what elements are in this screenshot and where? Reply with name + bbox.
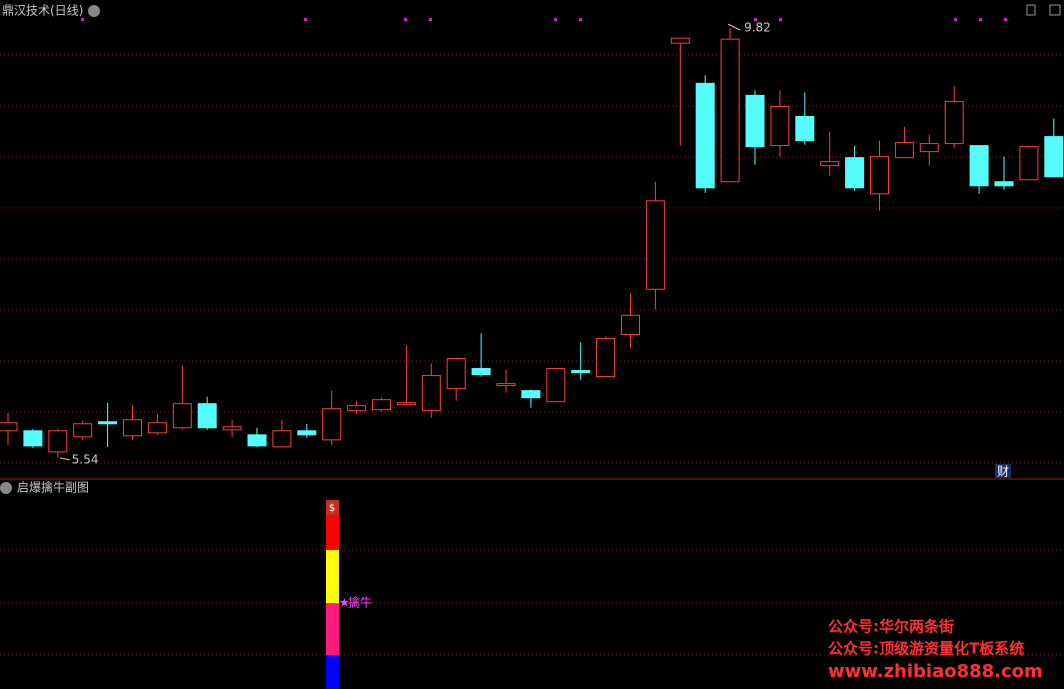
- candle-body: [695, 82, 715, 189]
- watermark: 公众号:华尔两条街: [828, 618, 954, 636]
- watermark: www.zhibiao888.com: [828, 661, 1043, 682]
- svg-text:$: $: [329, 503, 335, 514]
- candle-body: [645, 200, 665, 290]
- candle-body: [396, 402, 416, 406]
- candle-body: [521, 390, 541, 399]
- candle-body: [471, 368, 491, 376]
- max-label: 9.82: [744, 21, 771, 35]
- signal-dots: [81, 18, 1007, 21]
- candle-body: [322, 408, 342, 441]
- annotation-arrow: [59, 457, 70, 461]
- candle-body: [745, 94, 765, 148]
- candle-body: [496, 383, 516, 387]
- candle-body: [48, 430, 68, 453]
- candle-body: [222, 426, 242, 431]
- candle-body: [372, 399, 391, 411]
- watermark: 公众号:顶级游资量化T板系统: [828, 640, 1024, 658]
- candle-body: [123, 419, 142, 437]
- candle-body: [73, 423, 93, 438]
- menu-button[interactable]: [88, 5, 100, 17]
- candle-body: [820, 161, 840, 167]
- window-button[interactable]: [1049, 4, 1061, 16]
- candle-body: [546, 368, 566, 403]
- window-button[interactable]: [1026, 4, 1036, 16]
- chart-title: 鼎汉技术(日线): [2, 4, 83, 18]
- candle-body: [870, 156, 889, 195]
- grid: [0, 54, 1064, 656]
- badge[interactable]: 财: [997, 465, 1009, 479]
- candle-body: [197, 403, 217, 429]
- candle-body: [571, 370, 591, 374]
- min-label: 5.54: [72, 452, 99, 466]
- candle-body: [172, 403, 192, 429]
- candle-body: [147, 422, 167, 434]
- candle-body: [247, 434, 267, 447]
- candle-body: [770, 105, 790, 147]
- indicator-title: 启爆擒牛副图: [17, 480, 89, 495]
- signal-label: 擒牛: [348, 595, 372, 610]
- candle-body: [944, 100, 964, 145]
- candle-body: [1044, 136, 1064, 178]
- candle-body: [994, 181, 1014, 187]
- candle-body: [0, 422, 18, 432]
- annotation-arrow: [727, 23, 741, 31]
- candle-body: [845, 157, 865, 189]
- candle-body: [297, 430, 317, 436]
- candle-body: [446, 358, 466, 390]
- candle-body: [272, 430, 292, 448]
- candle-body: [1019, 146, 1039, 181]
- badge-box[interactable]: [995, 464, 1011, 478]
- candle-body: [23, 430, 43, 447]
- menu-button[interactable]: [0, 482, 12, 494]
- candle-body: [621, 314, 640, 335]
- candle-body: [670, 37, 690, 44]
- candle-body: [795, 115, 815, 142]
- candle-body: [894, 142, 914, 159]
- signal-star: ★: [339, 596, 350, 610]
- candle-body: [421, 375, 441, 412]
- indicator-bar: $: [326, 500, 339, 689]
- candle-body: [596, 337, 616, 378]
- candle-body: [98, 421, 118, 425]
- candle-body: [969, 145, 989, 187]
- candle-body: [720, 38, 740, 183]
- candle-body: [919, 143, 939, 153]
- candle-body: [347, 405, 367, 412]
